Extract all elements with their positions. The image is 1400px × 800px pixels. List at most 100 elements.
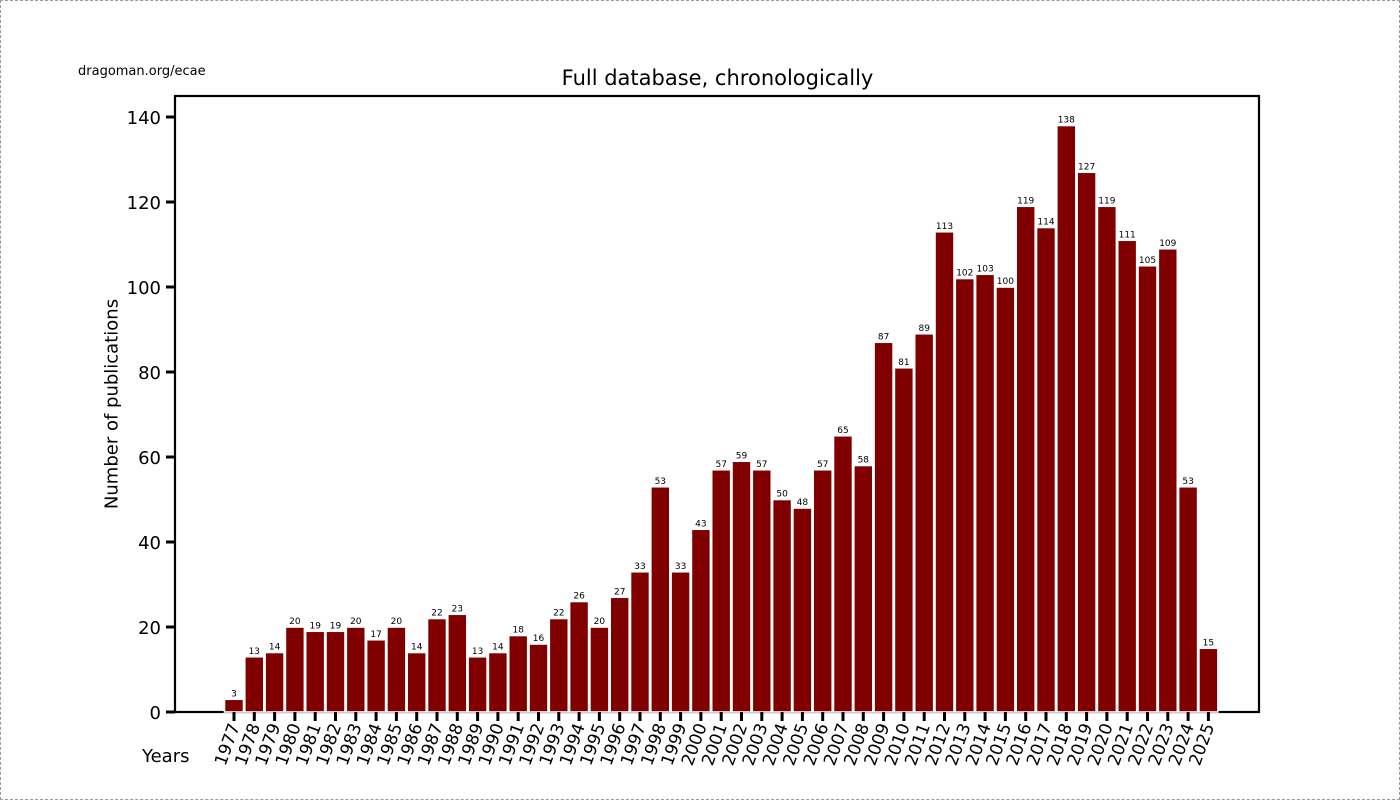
data-label: 114 [1037, 218, 1054, 228]
data-label: 15 [1203, 638, 1214, 648]
y-tick-label: 60 [138, 448, 161, 469]
data-label: 13 [472, 647, 483, 657]
bar [934, 230, 955, 713]
data-label: 14 [411, 643, 423, 653]
data-label: 14 [492, 643, 504, 653]
data-label: 50 [776, 490, 788, 500]
source-label: dragoman.org/ecae [78, 64, 206, 79]
bar [731, 460, 752, 713]
bar [426, 617, 448, 713]
y-tick-label: 100 [127, 278, 161, 299]
bar [751, 468, 773, 713]
bar [1137, 264, 1158, 713]
data-label: 20 [594, 617, 606, 627]
data-label: 57 [756, 460, 767, 470]
bar [649, 485, 671, 713]
bar [446, 613, 468, 713]
bar [670, 570, 691, 713]
bar [386, 626, 407, 713]
data-label: 13 [249, 647, 260, 657]
data-label: 33 [675, 562, 686, 572]
data-label: 127 [1078, 162, 1095, 172]
bar [629, 570, 651, 713]
bar [467, 655, 488, 713]
data-label: 100 [997, 277, 1014, 287]
data-label: 23 [452, 604, 463, 614]
bar [1035, 226, 1057, 713]
bar [568, 600, 590, 713]
bar [304, 630, 326, 713]
bar [1177, 485, 1199, 713]
data-label: 33 [634, 562, 645, 572]
bar [244, 655, 265, 713]
data-label: 81 [898, 358, 909, 368]
data-label: 14 [269, 643, 281, 653]
data-label: 3 [231, 689, 237, 699]
bar [345, 626, 367, 713]
bar [974, 273, 996, 713]
bar [690, 528, 712, 713]
data-label: 26 [573, 592, 585, 602]
bar [548, 617, 570, 713]
data-label: 22 [553, 609, 564, 619]
data-label: 138 [1058, 116, 1075, 126]
data-label: 17 [370, 630, 381, 640]
y-tick-label: 0 [150, 703, 161, 724]
bar [223, 698, 245, 713]
y-tick-label: 20 [138, 618, 161, 639]
bar [1116, 239, 1138, 713]
bar [771, 498, 793, 713]
bar [954, 277, 976, 713]
data-label: 119 [1017, 196, 1034, 206]
data-label: 20 [391, 617, 403, 627]
data-label: 113 [936, 222, 953, 232]
data-label: 87 [878, 332, 889, 342]
bar [325, 630, 346, 713]
data-label: 105 [1139, 256, 1156, 266]
data-label: 102 [956, 269, 973, 279]
bar [1157, 247, 1179, 713]
data-label: 20 [289, 617, 301, 627]
bar [1096, 205, 1118, 713]
bar [1056, 124, 1077, 713]
bar [1076, 171, 1097, 713]
data-label: 20 [350, 617, 362, 627]
bar [487, 651, 509, 713]
y-tick-label: 80 [138, 363, 161, 384]
bar [710, 468, 732, 713]
bar [812, 468, 834, 713]
data-label: 111 [1119, 230, 1136, 240]
data-label: 57 [817, 460, 828, 470]
bar [832, 434, 854, 713]
data-label: 43 [695, 519, 706, 529]
bar [995, 286, 1016, 713]
bar [609, 596, 631, 713]
data-label: 119 [1098, 196, 1115, 206]
bar [873, 341, 894, 713]
bar [852, 464, 874, 713]
bar [913, 332, 935, 713]
data-label: 19 [330, 621, 342, 631]
y-tick-label: 120 [127, 193, 161, 214]
data-label: 18 [512, 626, 524, 636]
bar [589, 626, 610, 713]
data-label: 58 [858, 456, 870, 466]
data-label: 103 [977, 264, 994, 274]
bar [528, 643, 549, 713]
bar [792, 507, 813, 713]
bar [1015, 205, 1037, 713]
bar [406, 651, 428, 713]
data-label: 53 [1182, 477, 1193, 487]
y-tick-label: 40 [138, 533, 161, 554]
bar [284, 626, 306, 713]
bar [365, 638, 387, 713]
data-label: 27 [614, 587, 625, 597]
bar [507, 634, 529, 713]
data-label: 59 [736, 451, 748, 461]
data-label: 65 [837, 426, 848, 436]
bar [264, 651, 285, 713]
data-label: 89 [918, 324, 930, 334]
data-label: 53 [655, 477, 666, 487]
